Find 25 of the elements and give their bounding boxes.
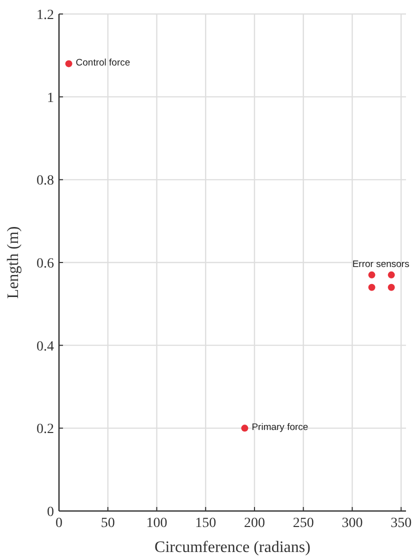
y-tick-label: 1 [47,90,54,106]
x-tick-label: 350 [390,516,412,531]
x-tick-label: 200 [244,516,265,531]
point [388,271,395,278]
point [241,424,248,432]
x-tick-label: 250 [292,516,314,531]
annotation: Control force [76,58,130,69]
y-tick-label: 0.8 [36,174,54,189]
y-tick-label: 0.4 [36,339,54,354]
point [368,284,376,291]
x-tick-label: 300 [342,516,363,531]
x-tick-label: 50 [100,516,115,531]
point [368,271,376,278]
y-axis-title: Length (m) [5,226,22,299]
annotation: Error sensors [352,258,410,270]
annotation: Primary force [252,422,308,434]
y-tick-label: 0 [47,505,54,520]
y-tick-label: 1.2 [36,8,54,23]
x-tick-label: 100 [146,516,168,531]
x-tick-label: 150 [195,516,216,531]
y-tick-label: 0.2 [36,422,54,438]
point [388,284,395,291]
point [65,60,72,68]
y-tick-label: 0.6 [36,256,54,272]
x-axis-title: Circumference (radians) [154,539,310,556]
